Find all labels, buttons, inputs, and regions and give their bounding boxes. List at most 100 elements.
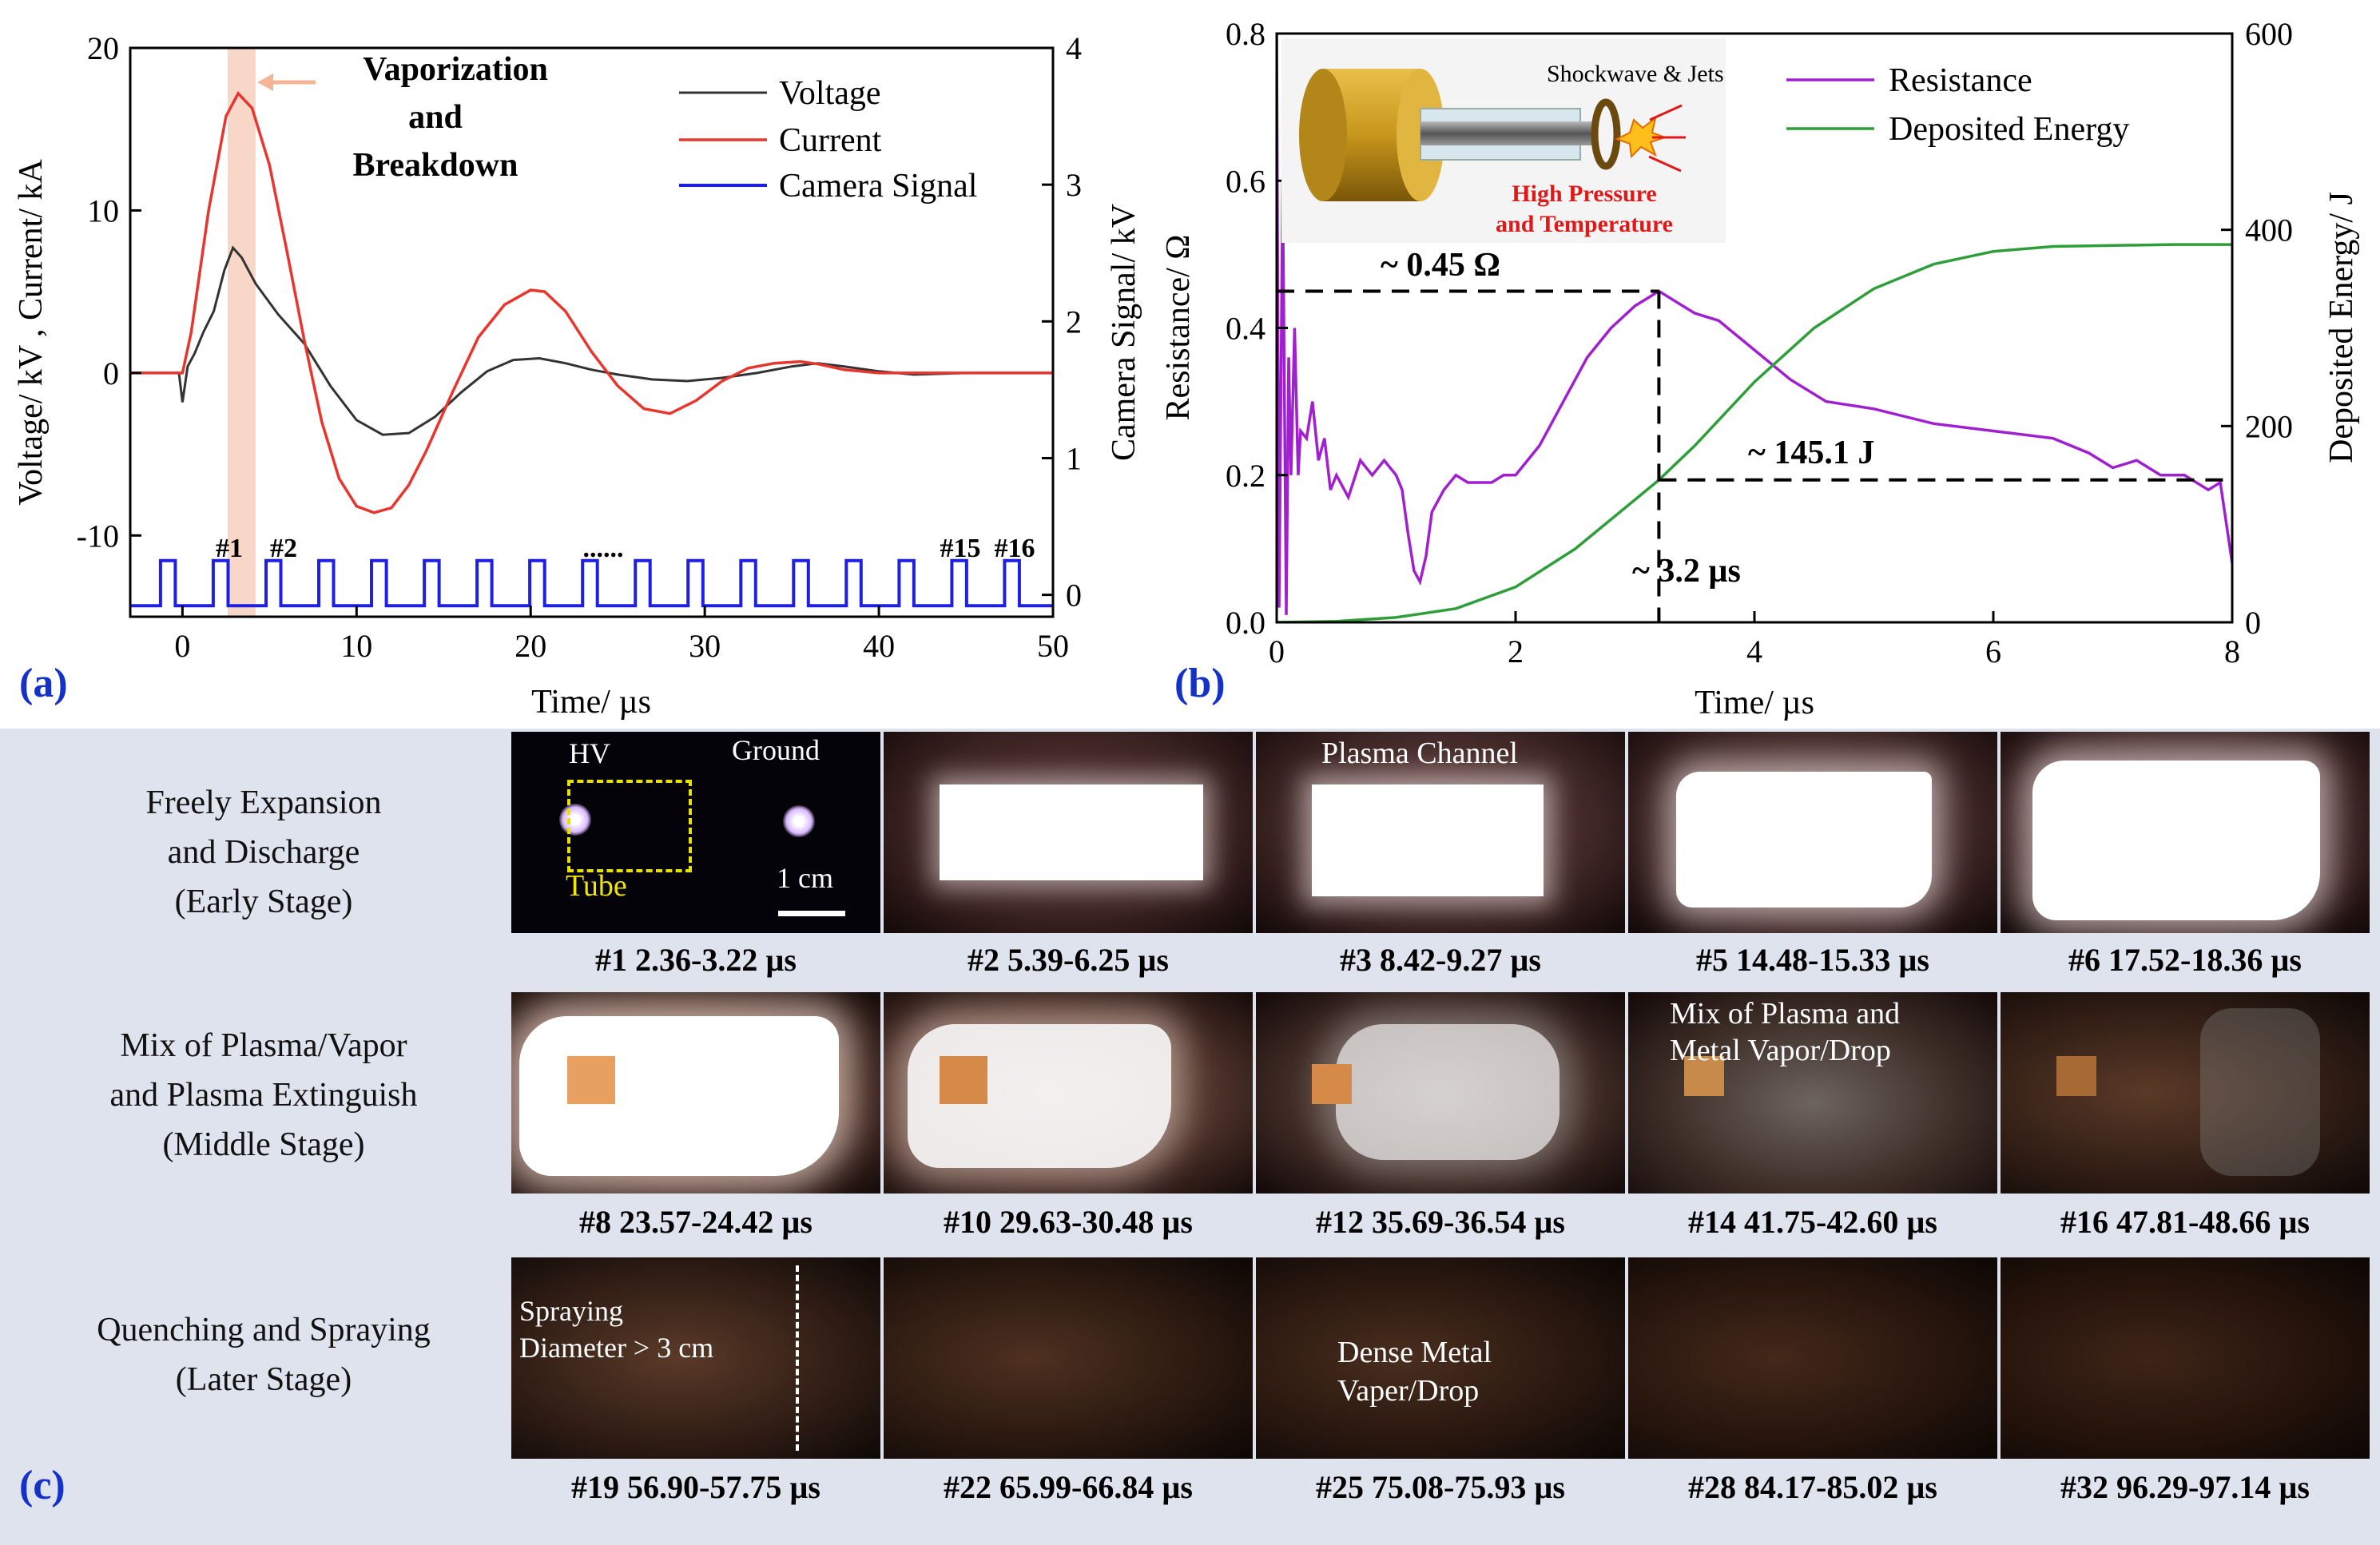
y-axis-label-left: Voltage/ kV , Current/ kA	[13, 159, 50, 506]
scale-label: 1 cm	[777, 862, 833, 894]
caption-frame-32: #32 96.29-97.14 µs	[2060, 1469, 2310, 1505]
x-tick-label: 20	[515, 628, 546, 664]
inset-pressure-label: High Pressure	[1512, 181, 1656, 207]
y-axis-label-right: Deposited Energy/ J	[2323, 192, 2360, 463]
tube-label: Tube	[566, 869, 627, 903]
breakdown-highlight-band	[228, 48, 256, 617]
y-tick-label-right: 600	[2245, 16, 2293, 52]
resistance-line	[1277, 34, 2232, 615]
annotation-line-1: Vaporization	[363, 51, 548, 88]
caption-frame-5: #5 14.48-15.33 µs	[1696, 942, 1929, 978]
frame-mark-1: #1	[216, 534, 243, 563]
plasma-channel-label: Plasma Channel	[1321, 737, 1518, 770]
x-tick-label: 0	[174, 628, 190, 664]
hv-label: HV	[569, 737, 610, 769]
annotation-arrowhead	[257, 73, 273, 91]
legend-voltage-label: Voltage	[779, 75, 881, 112]
frame-5	[1628, 732, 1997, 933]
caption-frame-8: #8 23.57-24.42 µs	[579, 1204, 813, 1240]
y-tick-label-left: 0.2	[1226, 458, 1265, 494]
x-axis-label: Time/ µs	[1695, 685, 1814, 721]
frame-14: Mix of Plasma and Metal Vapor/Drop	[1628, 992, 1997, 1194]
caption-frame-3: #3 8.42-9.27 µs	[1340, 942, 1541, 978]
dense-vapor-line2: Vaper/Drop	[1337, 1374, 1480, 1408]
y-tick-label-left: 0.0	[1226, 605, 1265, 641]
deposited-energy-line	[1277, 243, 2232, 622]
frame-28	[1628, 1257, 1997, 1459]
stage-middle-label: Mix of Plasma/Vapor and Plasma Extinguish…	[109, 1027, 418, 1163]
frame-10	[884, 992, 1253, 1194]
camera-signal-line	[130, 558, 1053, 608]
y-tick-label-left: 0	[103, 355, 119, 391]
legend-energy-label: Deposited Energy	[1889, 111, 2129, 148]
frame-32	[2001, 1257, 2370, 1459]
annotation-line-3: Breakdown	[353, 147, 519, 184]
y-tick-label-right: 0	[2245, 605, 2261, 641]
x-tick-label: 6	[1985, 633, 2001, 669]
caption-frame-16: #16 47.81-48.66 µs	[2060, 1204, 2310, 1240]
y-tick-label-left: 20	[87, 30, 119, 66]
frame-6	[2001, 732, 2370, 933]
annotation-line-2: and	[408, 99, 463, 136]
x-tick-label: 8	[2224, 633, 2240, 669]
y-axis-label-right: Camera Signal/ kV	[1106, 204, 1142, 461]
inset-temperature-label: and Temperature	[1496, 211, 1673, 237]
caption-frame-25: #25 75.08-75.93 µs	[1316, 1469, 1565, 1505]
mix-label-line1: Mix of Plasma and	[1670, 997, 1901, 1031]
y-tick-label-left: -10	[77, 518, 119, 554]
panel-c-frames: Freely Expansion and Discharge (Early Stag…	[0, 729, 2380, 1545]
inset-shock-label: Shockwave & Jets	[1547, 61, 1724, 87]
frame-mark-2: #2	[270, 534, 297, 563]
frame-22	[884, 1257, 1253, 1459]
frame-3: Plasma Channel	[1256, 732, 1625, 933]
energy-at-peak-label: ~ 145.1 J	[1748, 435, 1874, 471]
x-tick-label: 4	[1746, 633, 1762, 669]
frame-16	[2001, 992, 2370, 1194]
x-tick-label: 40	[863, 628, 895, 664]
y-tick-label-right: 200	[2245, 408, 2293, 444]
caption-frame-6: #6 17.52-18.36 µs	[2068, 942, 2302, 978]
y-axis-label-left: Resistance/ Ω	[1160, 235, 1197, 421]
spraying-label-line1: Spraying	[519, 1295, 623, 1327]
legend-resistance-label: Resistance	[1889, 62, 2032, 99]
caption-frame-10: #10 29.63-30.48 µs	[944, 1204, 1193, 1240]
caption-frame-2: #2 5.39-6.25 µs	[967, 942, 1169, 978]
panel-c-letter: (c)	[19, 1463, 66, 1508]
caption-frame-12: #12 35.69-36.54 µs	[1316, 1204, 1565, 1240]
y-tick-label-left: 0.8	[1226, 16, 1265, 52]
frame-12	[1256, 992, 1625, 1194]
panel-a-letter: (a)	[19, 661, 68, 706]
spraying-label-line2: Diameter > 3 cm	[519, 1332, 714, 1364]
frame-2	[884, 732, 1253, 933]
plot-frame	[129, 46, 1055, 618]
caption-frame-14: #14 41.75-42.60 µs	[1688, 1204, 1937, 1240]
caption-frame-28: #28 84.17-85.02 µs	[1688, 1469, 1937, 1505]
y-tick-label-right: 2	[1066, 304, 1082, 340]
voltage-line	[130, 245, 1053, 436]
frame-8	[511, 992, 880, 1194]
ground-label: Ground	[732, 734, 820, 766]
y-tick-label-right: 3	[1066, 167, 1082, 203]
frame-mark-ellipsis: ......	[583, 534, 624, 563]
y-tick-label-left: 0.4	[1226, 311, 1265, 347]
legend-current-label: Current	[779, 122, 882, 159]
y-tick-label-left: 0.6	[1226, 163, 1265, 199]
frame-25: Dense Metal Vaper/Drop	[1256, 1257, 1625, 1459]
frame-19: Spraying Diameter > 3 cm	[511, 1257, 880, 1459]
x-tick-label: 50	[1037, 628, 1069, 664]
x-axis-label: Time/ µs	[531, 684, 651, 721]
peak-resistance-label: ~ 0.45 Ω	[1381, 247, 1500, 284]
dense-vapor-line1: Dense Metal	[1337, 1336, 1492, 1369]
spray-boundary-line	[796, 1265, 799, 1451]
y-tick-label-right: 400	[2245, 212, 2293, 248]
caption-frame-1: #1 2.36-3.22 µs	[595, 942, 797, 978]
x-tick-label: 2	[1508, 633, 1524, 669]
x-tick-label: 10	[340, 628, 372, 664]
stage-early-label: Freely Expansion and Discharge (Early Stag…	[145, 784, 382, 920]
electrode-inset: Shockwave & Jets High Pressure and Tempe…	[1281, 38, 1726, 243]
x-tick-label: 30	[689, 628, 721, 664]
current-line	[130, 91, 1053, 514]
panel-a-chart: 0 10 20 30 40 50 -10 0 10 20 0 1 2 3 4 Vaporization an…	[13, 30, 1142, 721]
caption-frame-22: #22 65.99-66.84 µs	[944, 1469, 1193, 1505]
stage-later-label: Quenching and Spraying (Later Stage)	[97, 1312, 431, 1398]
